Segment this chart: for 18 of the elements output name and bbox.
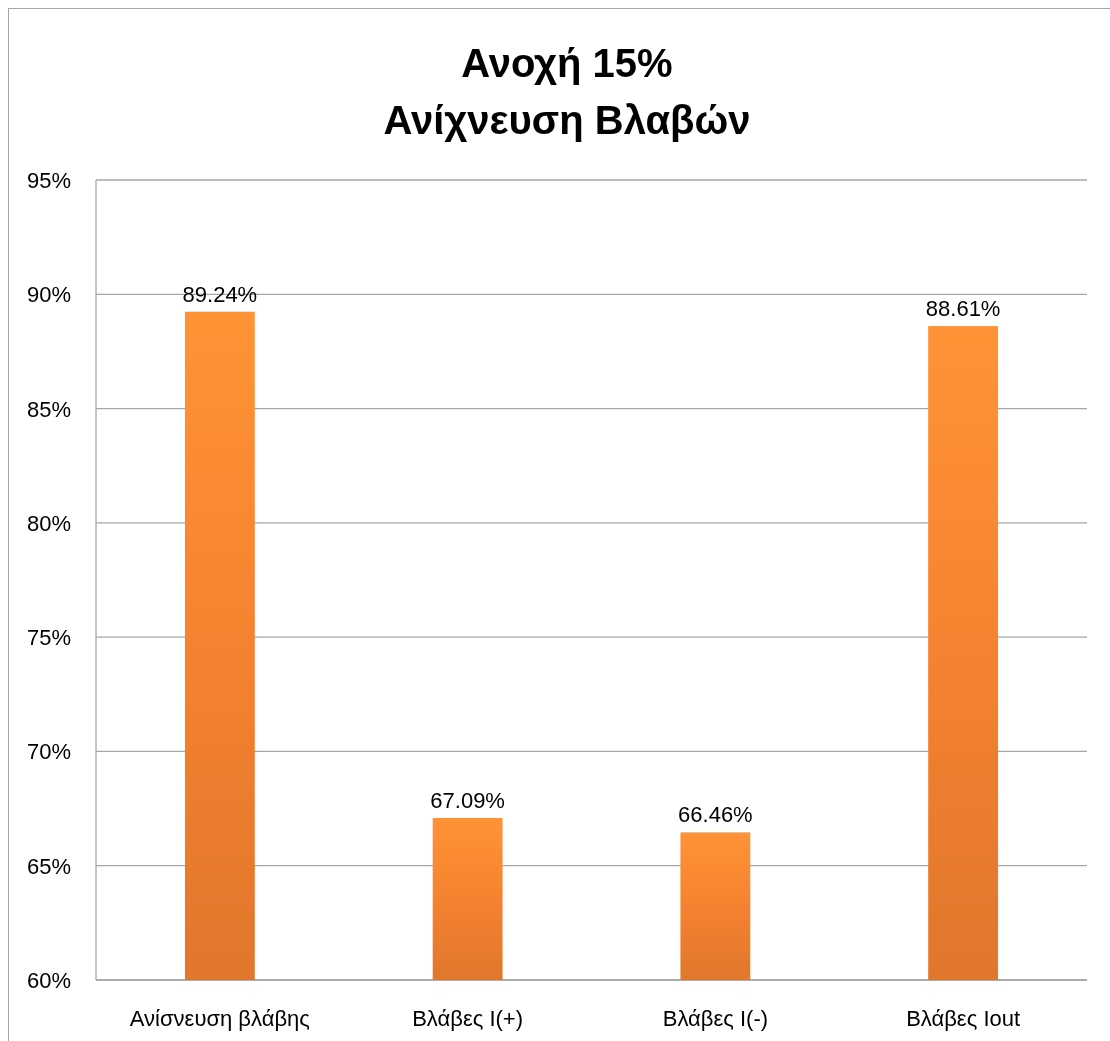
data-label: 67.09% [430, 787, 505, 813]
y-tick-label: 65% [26, 853, 71, 879]
chart-title: Ανοχή 15% [461, 41, 673, 85]
chart-subtitle: Ανίχνευση Βλαβών [383, 98, 751, 142]
data-label: 89.24% [182, 281, 258, 307]
x-tick-label: Ανίσνευση βλάβης [129, 1006, 310, 1031]
y-tick-label: 95% [26, 168, 71, 193]
y-tick-label: 85% [26, 396, 71, 422]
data-label: 88.61% [925, 296, 1001, 322]
y-tick-label: 90% [26, 282, 71, 308]
y-tick-label: 75% [26, 625, 71, 651]
x-tick-label: Βλάβες Iout [906, 1006, 1021, 1031]
x-tick-label: Βλάβες I(-) [662, 1006, 769, 1031]
y-tick-label: 60% [26, 968, 71, 993]
data-label: 66.46% [678, 802, 753, 828]
y-tick-label: 80% [26, 510, 71, 536]
y-tick-label: 70% [26, 739, 71, 765]
x-tick-label: Βλάβες I(+) [412, 1006, 524, 1031]
